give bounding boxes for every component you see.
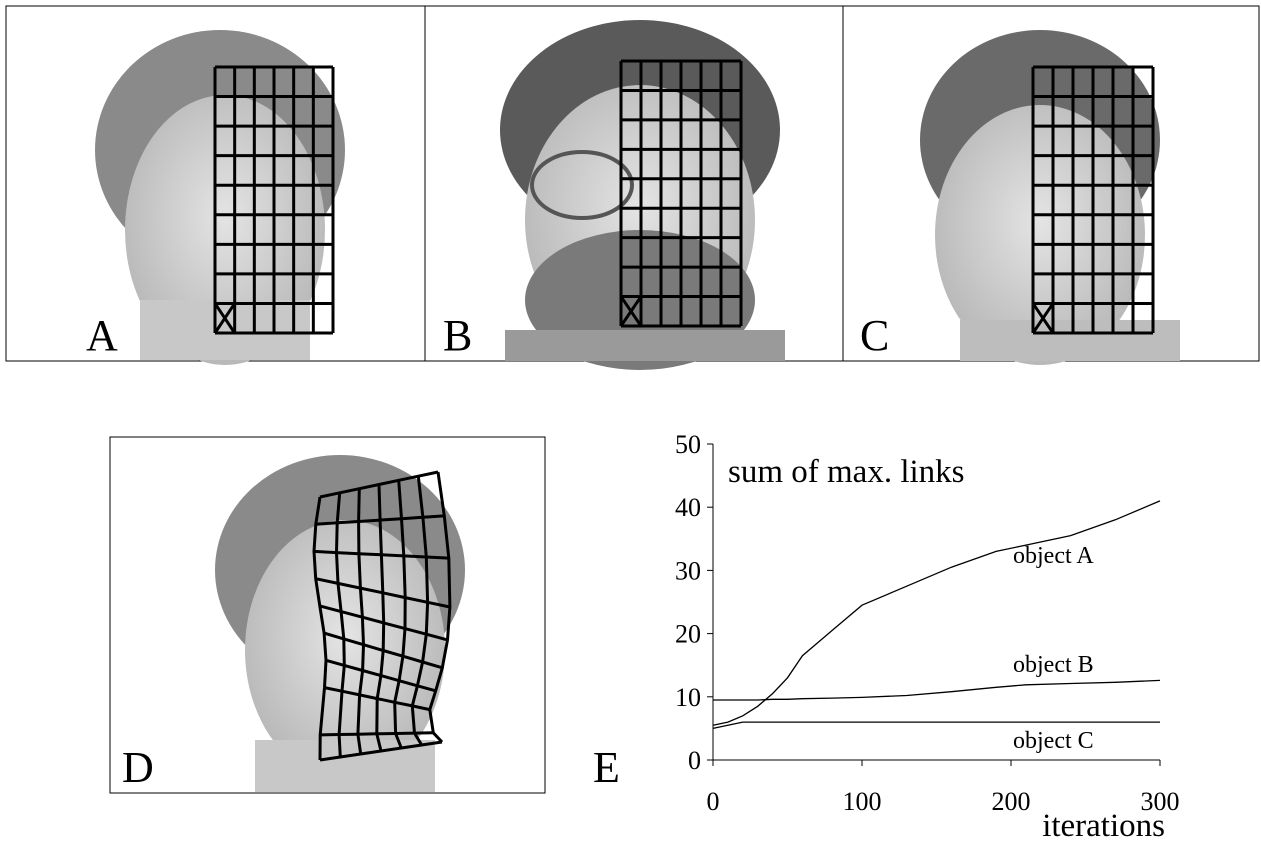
data-line — [713, 679, 1161, 701]
x-axis-label: iterations — [1042, 808, 1165, 842]
face-photo — [920, 30, 1180, 365]
series-label: object A — [1013, 543, 1094, 569]
chart-title: sum of max. links — [728, 454, 965, 490]
y-tick-label: 40 — [675, 493, 701, 522]
y-tick-label: 30 — [675, 556, 701, 585]
deformed-grid — [312, 470, 452, 762]
x-tick-label: 100 — [843, 787, 882, 816]
panel-label: A — [86, 311, 118, 360]
y-tick-label: 10 — [675, 683, 701, 712]
panel-label: C — [860, 311, 889, 360]
grid — [619, 59, 743, 328]
grid-line — [312, 496, 328, 761]
grid-line — [1031, 302, 1055, 334]
grid — [1031, 65, 1155, 335]
panel-label: D — [122, 743, 154, 792]
x-tick-label: 200 — [992, 787, 1031, 816]
grid-line — [619, 295, 643, 327]
panel-label: B — [443, 311, 472, 360]
grid — [213, 65, 335, 335]
grid-line — [393, 480, 407, 749]
series-label: object B — [1013, 652, 1094, 678]
data-line — [712, 721, 1160, 730]
grid-line — [428, 471, 452, 744]
y-tick-label: 50 — [675, 430, 701, 459]
y-tick-label: 0 — [688, 746, 701, 775]
x-tick-label: 300 — [1141, 787, 1180, 816]
chart: sum of max. links iterations 0 10 20 30 40 50… — [675, 430, 1180, 842]
grid-line — [213, 302, 236, 334]
x-tick-label: 0 — [707, 787, 720, 816]
panel-label: E — [593, 743, 620, 792]
grid-line — [410, 476, 430, 746]
panel-frame — [109, 436, 546, 794]
series-label: object C — [1013, 728, 1094, 754]
grid-line — [334, 492, 346, 758]
face-photo — [95, 30, 345, 365]
grid-line — [356, 488, 366, 755]
grid-line — [375, 484, 386, 752]
data-line — [712, 500, 1161, 726]
y-tick-label: 20 — [675, 620, 701, 649]
